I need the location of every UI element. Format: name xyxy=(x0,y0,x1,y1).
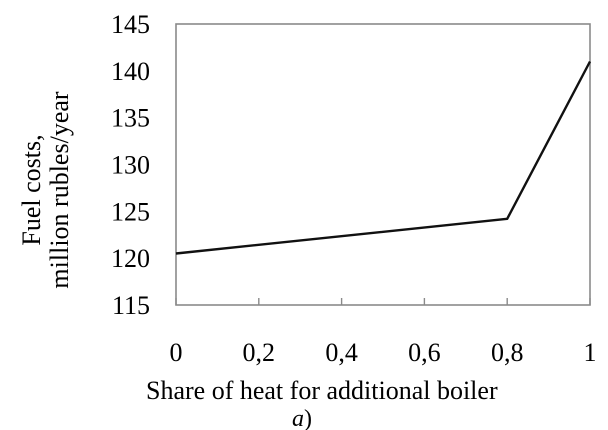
x-tick-label: 0,8 xyxy=(491,338,524,367)
x-tick-labels: 0 0,2 0,4 0,6 0,8 1 xyxy=(170,298,597,367)
x-tick-label: 0,6 xyxy=(408,338,441,367)
x-tick-label: 0 xyxy=(170,338,183,367)
y-tick-label: 135 xyxy=(111,104,150,133)
figure-caption: a) xyxy=(292,406,312,430)
plot-area xyxy=(175,23,591,306)
caption-paren: ) xyxy=(304,406,312,430)
y-axis-label-line2: million rubles/year xyxy=(45,91,74,288)
y-tick-label: 130 xyxy=(111,151,150,180)
y-tick-label: 140 xyxy=(111,57,150,86)
x-tick-label: 1 xyxy=(584,338,597,367)
caption-letter: a xyxy=(292,406,304,430)
series-line xyxy=(175,60,592,255)
y-axis-label-line1: Fuel costs, xyxy=(17,134,46,245)
y-tick-labels: 115 120 125 130 135 140 145 xyxy=(111,10,150,320)
y-axis-label-group: Fuel costs, million rubles/year xyxy=(17,91,74,288)
y-tick-label: 120 xyxy=(111,244,150,273)
y-tick-label: 145 xyxy=(111,10,150,39)
x-axis-label: Share of heat for additional boiler xyxy=(146,376,498,405)
series-layer xyxy=(175,60,592,255)
x-tick-label: 0,4 xyxy=(325,338,358,367)
y-tick-label: 125 xyxy=(111,197,150,226)
x-tick-label: 0,2 xyxy=(243,338,276,367)
y-tick-label: 115 xyxy=(112,291,150,320)
plot-frame xyxy=(175,23,591,306)
